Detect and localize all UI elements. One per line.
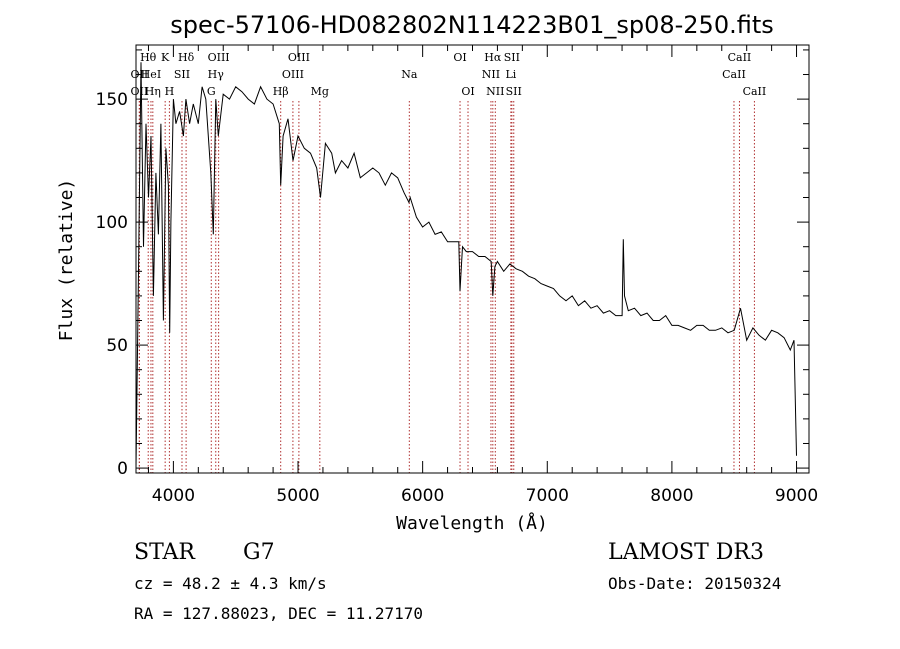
x-axis-label: Wavelength (Å)	[396, 512, 548, 534]
emission-line-label: Na	[401, 68, 418, 81]
x-tick-label: 8000	[650, 486, 693, 506]
emission-line-label: CaII	[743, 85, 767, 98]
spectrum-line	[135, 62, 797, 469]
x-tick-label: 5000	[276, 486, 319, 506]
emission-line-label: CaII	[728, 51, 752, 64]
emission-line-label: NII	[482, 68, 500, 81]
emission-line-label: Hγ	[208, 68, 225, 81]
x-tick-label: 4000	[152, 486, 195, 506]
y-tick-label: 50	[106, 336, 128, 356]
x-tick-label: 7000	[526, 486, 569, 506]
emission-line-label: OII	[131, 85, 149, 98]
emission-line-label: Hβ	[273, 85, 289, 98]
chart-title: spec-57106-HD082802N114223B01_sp08-250.f…	[170, 11, 774, 39]
y-tick-label: 150	[96, 90, 128, 110]
y-tick-label: 100	[96, 213, 128, 233]
emission-line-label: H	[165, 85, 175, 98]
emission-line-label: OI	[461, 85, 474, 98]
x-tick-label: 9000	[775, 486, 818, 506]
emission-line-label: OIII	[208, 51, 230, 64]
redshift-velocity: cz = 48.2 ± 4.3 km/s	[134, 574, 327, 593]
emission-line-label: OI	[453, 51, 466, 64]
y-tick-label: 0	[117, 459, 128, 479]
emission-line-label: K	[161, 51, 170, 64]
plot-frame	[135, 44, 810, 474]
x-axis: 4000 5000 6000 7000 8000 9000	[147, 45, 818, 506]
emission-line-label: Hθ	[140, 51, 157, 64]
y-axis-label: Flux (relative)	[56, 179, 77, 342]
emission-line-label: NII	[486, 85, 504, 98]
observation-date: Obs-Date: 20150324	[608, 574, 781, 593]
emission-line-label: G	[207, 85, 216, 98]
emission-line-label: Li	[505, 68, 516, 81]
emission-line-label: CaII	[722, 68, 746, 81]
emission-line-label: SII	[506, 85, 522, 98]
object-class: STAR	[134, 540, 196, 565]
emission-line-label: Mg	[311, 85, 329, 98]
emission-line-label: Hδ	[178, 51, 195, 64]
spectrum-series	[135, 62, 797, 469]
emission-line-label: SII	[504, 51, 520, 64]
x-tick-label: 6000	[401, 486, 444, 506]
emission-line-label: HeI	[141, 68, 161, 81]
emission-line-label: OIII	[288, 51, 310, 64]
emission-line-label: OIII	[282, 68, 304, 81]
coordinates: RA = 127.88023, DEC = 11.27170	[134, 604, 423, 623]
emission-line-label: SII	[174, 68, 190, 81]
survey-name: LAMOST DR3	[608, 540, 764, 565]
object-subclass: G7	[243, 540, 275, 565]
emission-line-label: Hη	[145, 85, 161, 98]
emission-line-label: Hα	[484, 51, 502, 64]
y-axis: 0 50 100 150	[96, 49, 809, 479]
